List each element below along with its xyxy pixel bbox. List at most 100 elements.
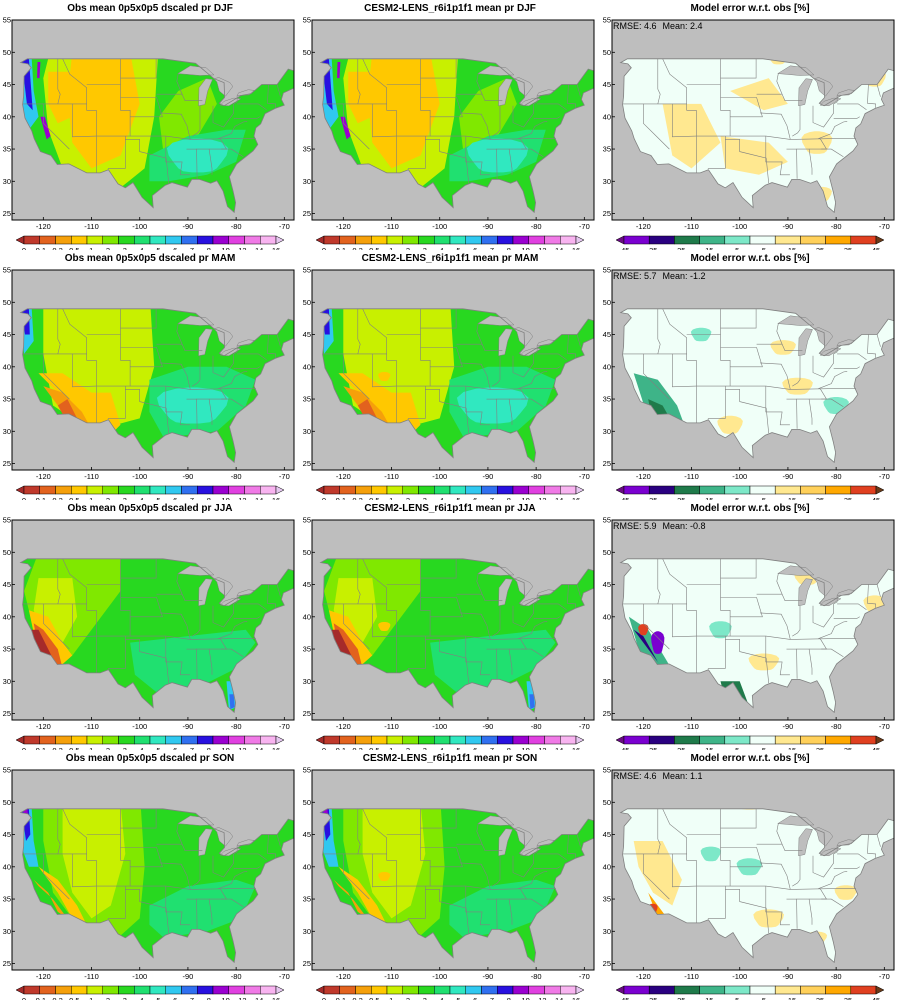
field-region — [633, 841, 682, 906]
colorbar-tick-label: -5 — [733, 246, 740, 250]
colorbar-segment — [544, 735, 561, 745]
colorbar-segment — [774, 735, 801, 745]
colorbar-segment — [39, 485, 56, 495]
map-canvas: -120 -110 -100 -90 -80 -70 55 50 45 40 35 30 25 RMSE:… — [603, 16, 895, 250]
map-canvas: -120-110-100-90-80-705550454035302500.10… — [303, 766, 595, 1000]
field-region — [40, 116, 51, 140]
colorbar-high-arrow — [575, 985, 585, 995]
lat-tick-label: 30 — [303, 177, 311, 186]
error-colorbar: -45 -35 -25 -15 -5 5 15 25 35 45 — [615, 985, 885, 1000]
colorbar-tick-label: 16 — [572, 496, 580, 500]
colorbar-segment — [528, 485, 545, 495]
country-outline — [19, 58, 294, 214]
field-region — [337, 62, 341, 79]
lake — [777, 315, 815, 326]
lat-tick-label: 35 — [3, 395, 11, 404]
lon-tick-label: -100 — [432, 472, 447, 481]
lat-tick-label: 55 — [603, 766, 611, 775]
lat-tick-label: 30 — [3, 177, 11, 186]
colorbar-segment — [102, 235, 119, 245]
colorbar-segment — [244, 735, 261, 745]
lat-tick-label: 40 — [303, 112, 311, 121]
colorbar-segment — [800, 485, 826, 495]
colorbar-segment — [674, 235, 700, 245]
colorbar-tick-label: 16 — [572, 996, 580, 1000]
colorbar-segment — [825, 485, 852, 495]
lat-tick-label: 25 — [3, 959, 11, 968]
colorbar-tick-label: 45 — [872, 246, 880, 250]
model-colorbar: 00.10.20.51234567810121416 — [315, 985, 585, 1000]
colorbar-segment — [418, 485, 435, 495]
colorbar-tick-label: -25 — [675, 746, 686, 750]
colorbar-segment — [800, 985, 826, 995]
field-region — [638, 624, 649, 636]
map-canvas: -120-110-100-90-80-705550454035302500.10… — [3, 266, 295, 500]
error-panel-title: Model error w.r.t. obs [%] — [690, 503, 810, 514]
lat-tick-label: 25 — [603, 209, 611, 218]
colorbar-tick-label: 0.2 — [52, 496, 62, 500]
mean-label: Mean: 1.1 — [663, 771, 703, 781]
lon-tick-label: -90 — [783, 472, 794, 481]
lake — [813, 327, 834, 347]
colorbar-tick-label: 0.1 — [336, 996, 346, 1000]
lat-tick-label: 40 — [3, 112, 11, 121]
colorbar-segment — [774, 485, 801, 495]
colorbar-tick-label: 45 — [872, 996, 880, 1000]
colorbar-tick-label: 0.2 — [352, 246, 362, 250]
country-outline — [319, 308, 594, 464]
field-region — [338, 866, 387, 925]
field-region — [149, 879, 256, 938]
colorbar-segment — [465, 235, 482, 245]
lon-tick-label: -70 — [879, 972, 890, 981]
colorbar-tick-label: 6 — [473, 246, 477, 250]
colorbar-segment — [181, 735, 198, 745]
field-region — [229, 694, 235, 709]
lon-tick-label: -90 — [183, 972, 194, 981]
state-borders — [323, 558, 581, 684]
error-panel-title: Model error w.r.t. obs [%] — [690, 3, 810, 14]
field-region — [753, 909, 784, 928]
colorbar-high-arrow — [875, 985, 885, 995]
lat-tick-label: 50 — [303, 548, 311, 557]
colorbar-tick-label: 5 — [762, 246, 766, 250]
colorbar-segment — [23, 235, 40, 245]
lon-tick-label: -120 — [36, 222, 51, 231]
lon-tick-label: -80 — [231, 222, 242, 231]
colorbar-segment — [724, 485, 751, 495]
lake — [177, 315, 215, 326]
colorbar-segment — [560, 485, 577, 495]
colorbar-segment — [212, 985, 229, 995]
colorbar-tick-label: 0.5 — [69, 496, 79, 500]
field-region — [378, 872, 391, 881]
colorbar-segment — [23, 985, 40, 995]
colorbar-tick-label: 14 — [555, 496, 563, 500]
colorbar-segment — [528, 985, 545, 995]
lake — [213, 577, 234, 597]
colorbar-tick-label: 3 — [123, 496, 127, 500]
colorbar-tick-label: 2 — [106, 246, 110, 250]
colorbar-segment — [825, 985, 852, 995]
colorbar-low-arrow — [315, 735, 325, 745]
colorbar-segment — [55, 485, 72, 495]
colorbar-segment — [86, 735, 103, 745]
colorbar-segment — [481, 235, 498, 245]
lat-tick-label: 50 — [303, 298, 311, 307]
mean-label: Mean: -1.2 — [663, 271, 706, 281]
lon-tick-label: -100 — [432, 222, 447, 231]
lon-tick-label: -90 — [483, 472, 494, 481]
colorbar-tick-label: -45 — [619, 496, 630, 500]
colorbar-segment — [181, 235, 198, 245]
colorbar-segment — [39, 985, 56, 995]
lat-tick-label: 55 — [3, 766, 11, 775]
lat-tick-label: 25 — [3, 459, 11, 468]
lon-tick-label: -110 — [684, 472, 698, 481]
plot-frame — [311, 19, 595, 221]
lake — [513, 577, 534, 597]
colorbar-segment — [355, 735, 372, 745]
country-outline — [19, 558, 294, 714]
lon-tick-label: -110 — [84, 222, 98, 231]
rmse-label: RMSE: 4.6 — [613, 771, 657, 781]
country-outline — [619, 808, 894, 964]
colorbar-segment — [449, 985, 466, 995]
map-canvas: -120-110-100-90-80-705550454035302500.10… — [303, 266, 595, 500]
